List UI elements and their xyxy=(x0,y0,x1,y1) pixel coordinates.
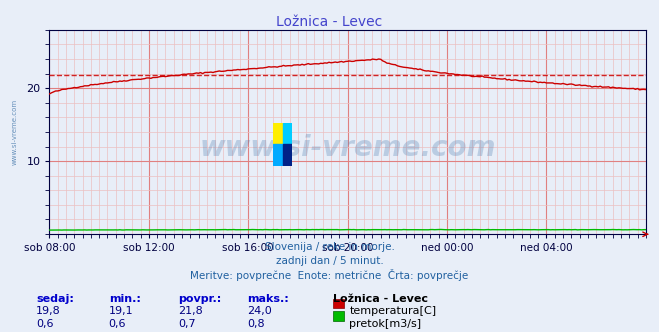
Text: www.si-vreme.com: www.si-vreme.com xyxy=(12,99,18,165)
Text: Ložnica - Levec: Ložnica - Levec xyxy=(333,294,428,304)
Text: 0,6: 0,6 xyxy=(36,319,54,329)
Text: 19,1: 19,1 xyxy=(109,306,133,316)
Text: 0,7: 0,7 xyxy=(178,319,196,329)
Text: temperatura[C]: temperatura[C] xyxy=(349,306,436,316)
Text: 0,8: 0,8 xyxy=(247,319,265,329)
Text: 21,8: 21,8 xyxy=(178,306,203,316)
Text: Slovenija / reke in morje.: Slovenija / reke in morje. xyxy=(264,242,395,252)
Text: Ložnica - Levec: Ložnica - Levec xyxy=(276,15,383,29)
Text: Meritve: povprečne  Enote: metrične  Črta: povprečje: Meritve: povprečne Enote: metrične Črta:… xyxy=(190,269,469,281)
Text: 24,0: 24,0 xyxy=(247,306,272,316)
Text: maks.:: maks.: xyxy=(247,294,289,304)
Text: sedaj:: sedaj: xyxy=(36,294,74,304)
Bar xyxy=(273,123,283,144)
Bar xyxy=(273,144,283,166)
Text: povpr.:: povpr.: xyxy=(178,294,221,304)
Text: zadnji dan / 5 minut.: zadnji dan / 5 minut. xyxy=(275,256,384,266)
Text: 0,6: 0,6 xyxy=(109,319,127,329)
Text: www.si-vreme.com: www.si-vreme.com xyxy=(200,134,496,162)
Bar xyxy=(283,123,292,144)
Text: pretok[m3/s]: pretok[m3/s] xyxy=(349,319,421,329)
Text: min.:: min.: xyxy=(109,294,140,304)
Text: 19,8: 19,8 xyxy=(36,306,61,316)
Bar xyxy=(283,144,292,166)
